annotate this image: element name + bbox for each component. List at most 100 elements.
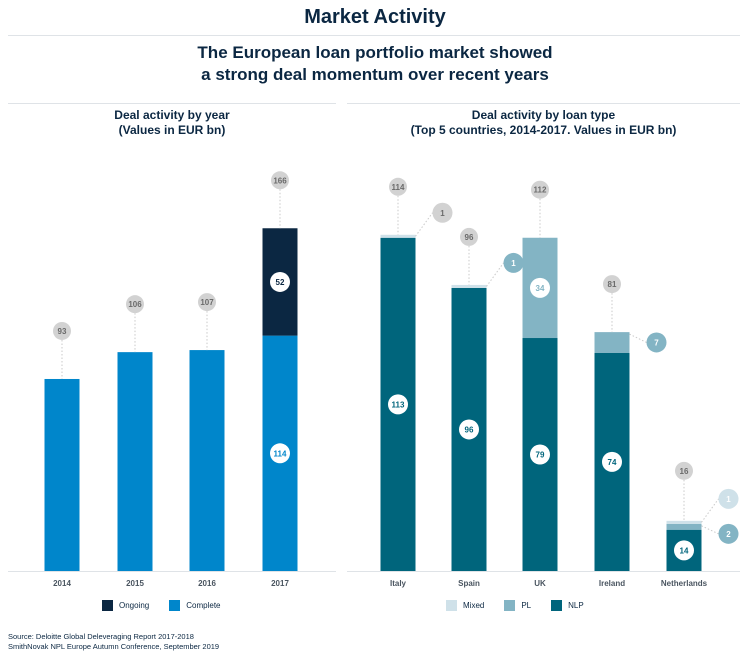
source-note: Source: Deloitte Global Deleveraging Rep… [8,632,219,652]
left-chart-title-line-2: (Values in EUR bn) [118,123,226,137]
value-leader-pl-netherlands [701,525,719,535]
value-mixed-spain-bubble [503,252,524,273]
source-line-1: Source: Deloitte Global Deleveraging Rep… [8,632,194,641]
left-legend: Ongoing Complete [102,600,241,611]
total-2015-bubble [126,295,144,314]
right-chart-title-line-1: Deal activity by loan type [471,108,616,122]
legend-item-ongoing: Ongoing [102,600,149,611]
value-nlp-netherlands-label: 14 [680,546,689,555]
value-pl-uk-bubble [530,277,550,298]
bar-pl-netherlands [666,523,702,530]
legend-swatch-nlp [551,600,563,611]
legend-label-nlp: NLP [568,601,584,610]
value-leader-pl-ireland [629,333,647,343]
legend-item-nlp: NLP [551,600,584,611]
right-chart-title: Deal activity by loan type (Top 5 countr… [347,108,740,138]
legend-swatch-complete [169,600,181,611]
subtitle-line-1: The European loan portfolio market showe… [197,43,553,62]
x-tick-2016: 2016 [198,579,216,588]
total-2016-bubble [198,293,216,312]
value-leader-mixed-italy [415,212,433,237]
value-ongoing-2017-bubble [270,271,290,292]
legend-label-pl: PL [521,601,532,610]
value-nlp-ireland-bubble [602,451,622,472]
right-chart-divider [347,103,740,104]
total-uk-bubble [531,180,549,199]
x-tick-2015: 2015 [126,579,144,588]
page-subtitle: The European loan portfolio market showe… [0,42,750,86]
left-chart-divider [8,103,336,104]
total-2015-label: 106 [128,300,142,309]
value-nlp-uk-label: 79 [536,451,545,460]
value-nlp-italy-bubble [388,394,408,415]
total-2017-label: 166 [273,176,287,185]
value-ongoing-2017-label: 52 [276,278,285,287]
value-mixed-netherlands-label: 1 [726,495,731,504]
bar-mixed-italy [380,234,416,238]
right-chart-title-line-2: (Top 5 countries, 2014-2017. Values in E… [410,123,677,137]
value-nlp-italy-label: 113 [392,400,405,409]
value-mixed-italy-label: 1 [440,209,445,218]
total-2016-label: 107 [200,298,214,307]
value-nlp-ireland-label: 74 [608,458,617,467]
x-tick-2017: 2017 [271,579,289,588]
bar-complete-2014 [44,378,80,571]
value-nlp-uk-bubble [530,444,550,465]
x-tick-spain: Spain [458,579,480,588]
bar-complete-2016 [189,350,225,571]
value-complete-2017-label: 114 [274,449,287,458]
value-pl-ireland-bubble [646,332,667,353]
right-legend: Mixed PL NLP [446,600,604,611]
x-tick-netherlands: Netherlands [661,579,708,588]
source-line-2: SmithNovak NPL Europe Autumn Conference,… [8,642,220,651]
x-tick-uk: UK [534,579,546,588]
legend-item-complete: Complete [169,600,221,611]
legend-swatch-pl [504,600,516,611]
total-italy-bubble [389,177,407,196]
value-nlp-spain-bubble [459,419,479,440]
value-mixed-spain-label: 1 [511,259,516,268]
bar-mixed-spain [451,284,487,288]
subtitle-line-2: a strong deal momentum over recent years [201,65,549,84]
total-spain-bubble [460,227,478,246]
legend-item-mixed: Mixed [446,600,484,611]
x-tick-italy: Italy [390,579,407,588]
total-ireland-bubble [603,275,621,294]
value-pl-netherlands-bubble [718,523,739,544]
value-pl-netherlands-label: 2 [726,530,731,539]
left-chart-title: Deal activity by year (Values in EUR bn) [8,108,336,138]
legend-swatch-ongoing [102,600,113,611]
value-pl-ireland-label: 7 [654,338,659,347]
left-chart-title-line-1: Deal activity by year [114,108,230,122]
value-nlp-spain-label: 96 [465,425,474,434]
legend-label-ongoing: Ongoing [119,601,150,610]
x-tick-ireland: Ireland [599,579,625,588]
title-divider [8,35,740,36]
value-leader-mixed-spain [486,262,504,287]
value-mixed-netherlands-bubble [718,488,739,509]
total-italy-label: 114 [392,183,405,192]
total-uk-label: 112 [534,186,547,195]
value-complete-2017-bubble [270,443,290,464]
bar-mixed-netherlands [666,520,702,524]
x-tick-2014: 2014 [53,579,71,588]
total-netherlands-label: 16 [680,467,689,476]
page-title: Market Activity [304,6,446,28]
total-2014-bubble [53,321,71,340]
value-nlp-netherlands-bubble [674,540,694,561]
legend-item-pl: PL [504,600,531,611]
bar-pl-ireland [594,332,630,353]
total-ireland-label: 81 [608,280,617,289]
value-mixed-italy-bubble [432,202,453,223]
bar-complete-2015 [117,352,153,571]
total-2017-bubble [271,171,289,190]
value-leader-mixed-netherlands [701,498,719,523]
legend-swatch-mixed [446,600,457,611]
total-spain-label: 96 [465,233,474,242]
total-2014-label: 93 [58,327,67,336]
legend-label-complete: Complete [186,601,221,610]
value-pl-uk-label: 34 [536,284,545,293]
legend-label-mixed: Mixed [463,601,485,610]
total-netherlands-bubble [675,461,693,480]
